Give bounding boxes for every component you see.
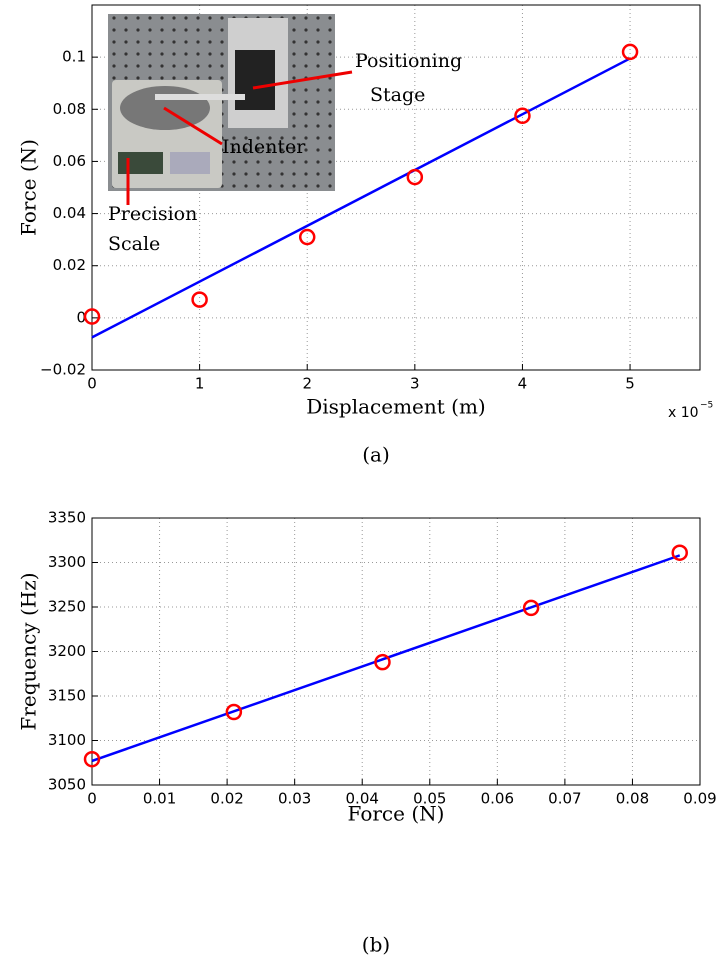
y-tick-label: 3050 — [48, 776, 86, 794]
x-tick-label: 0 — [87, 375, 97, 393]
annotation: Stage — [370, 84, 425, 106]
x-tick-label: 4 — [518, 375, 528, 393]
x-tick-label: 0.02 — [210, 790, 243, 808]
y-tick-label: 3300 — [48, 553, 86, 571]
x-tick-label: 1 — [195, 375, 205, 393]
y-tick-label: 0.1 — [62, 48, 86, 66]
y-tick-label: 0 — [76, 308, 86, 326]
data-point — [522, 599, 540, 617]
data-point — [514, 107, 531, 125]
y-tick-label: 3250 — [48, 598, 86, 616]
x-exponent: −5 — [700, 401, 713, 411]
data-point — [191, 291, 208, 308]
y-tick-label: 3100 — [48, 731, 86, 749]
data-point — [225, 703, 243, 721]
data-point — [671, 544, 688, 561]
y-axis-label: Frequency (Hz) — [17, 572, 41, 730]
x-tick-label: 0.04 — [346, 790, 379, 808]
caption: (b) — [362, 933, 390, 957]
x-tick-label: 0.09 — [683, 790, 716, 808]
x-tick-label: 0.03 — [278, 790, 311, 808]
data-point — [83, 750, 101, 768]
x-tick-label: 0.01 — [143, 790, 176, 808]
inset-photo — [108, 14, 335, 191]
annotation: Indenter — [222, 136, 306, 158]
x-tick-label: 3 — [410, 375, 420, 393]
fit-line — [91, 554, 681, 763]
y-tick-label: 0.06 — [53, 152, 86, 170]
y-tick-label: 0.02 — [53, 256, 86, 274]
plot-frame — [91, 4, 701, 371]
annotation: Scale — [108, 233, 160, 255]
y-tick-label: 3150 — [48, 687, 86, 705]
x-multiplier: x 10 — [668, 405, 699, 421]
data-point — [406, 168, 424, 186]
x-tick-label: 5 — [625, 375, 635, 393]
annotation: Precision — [108, 203, 197, 225]
x-tick-label: 2 — [302, 375, 312, 393]
callouts — [126, 70, 353, 205]
x-axis-label: Displacement (m) — [306, 395, 486, 419]
data-point — [374, 653, 391, 671]
y-tick-label: 0.04 — [53, 204, 86, 222]
x-tick-label: 0.05 — [413, 790, 446, 808]
x-tick-label: 0.08 — [616, 790, 649, 808]
data-point — [83, 308, 101, 325]
x-axis-label: Force (N) — [348, 802, 445, 826]
annotation: Positioning — [355, 50, 462, 72]
x-tick-label: 0.07 — [548, 790, 581, 808]
x-tick-label: 0.06 — [481, 790, 514, 808]
data-point — [298, 228, 316, 246]
caption: (a) — [362, 443, 390, 467]
y-axis-label: Force (N) — [17, 139, 41, 236]
fit-line — [91, 57, 631, 339]
y-tick-label: −0.02 — [40, 361, 86, 379]
y-tick-label: 3350 — [48, 509, 86, 527]
y-tick-label: 3200 — [48, 642, 86, 660]
x-tick-label: 0 — [87, 790, 97, 808]
chart: 0 0.01 0.02 0.03 0.04 0.05 0.06 0.07 0.08 0.09 305… — [48, 509, 717, 808]
plot-frame — [91, 517, 701, 786]
y-tick-label: 0.08 — [53, 100, 86, 118]
data-point — [621, 43, 639, 61]
